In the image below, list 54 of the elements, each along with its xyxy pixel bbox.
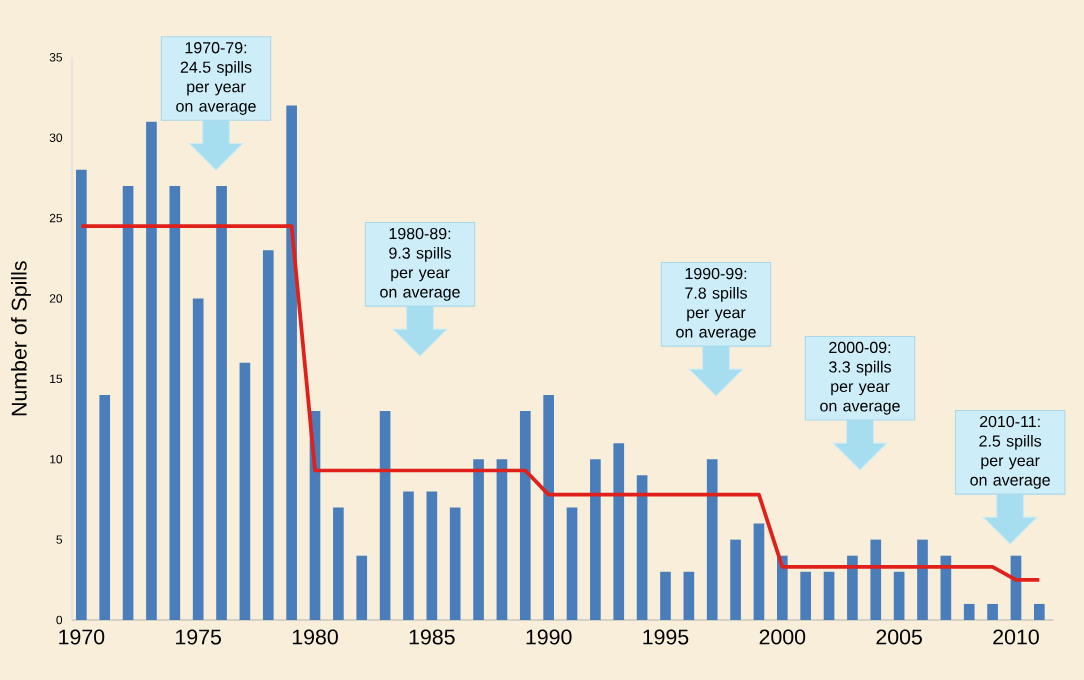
bar	[776, 555, 788, 620]
x-tick-label: 1980	[292, 629, 338, 645]
bar	[403, 491, 414, 620]
bar	[122, 185, 134, 620]
annotation: 2010-11: 2.5 spills per year on average	[970, 415, 1050, 489]
bar	[683, 571, 695, 620]
bar	[963, 603, 975, 620]
x-tick-label: 1985	[409, 629, 455, 645]
bar	[99, 394, 111, 620]
x-tick-label: 2005	[876, 629, 922, 645]
x-tick-label: 1990	[526, 629, 572, 645]
bar	[333, 507, 344, 620]
x-tick-label: 1995	[643, 629, 689, 645]
bar	[449, 507, 461, 620]
bar	[239, 362, 251, 620]
bar	[847, 555, 858, 620]
bar	[216, 185, 227, 620]
bar	[496, 459, 508, 620]
bar	[169, 185, 181, 620]
bar	[636, 475, 648, 620]
bar	[730, 539, 741, 620]
annotation: 1980-89: 9.3 spills per year on average	[380, 227, 460, 301]
x-tick-label: 1970	[59, 629, 105, 645]
bar	[76, 169, 87, 620]
bar	[753, 523, 765, 620]
x-tick-label: 1975	[176, 629, 221, 645]
bar	[823, 571, 835, 620]
bar	[590, 459, 601, 620]
bar	[426, 491, 438, 620]
bar	[543, 394, 554, 620]
bar	[1033, 603, 1045, 620]
bar	[613, 443, 625, 620]
bar	[262, 250, 274, 620]
bar	[893, 571, 905, 620]
bar	[379, 411, 391, 620]
bar	[917, 539, 928, 620]
y-axis-title: Number of Spills	[11, 261, 31, 416]
x-tick-label: 2010	[993, 629, 1039, 645]
bar	[473, 459, 484, 620]
bar	[192, 298, 204, 620]
annotation: 1970-79: 24.5 spills per year on average	[176, 42, 256, 115]
bar	[146, 121, 157, 620]
bar	[800, 571, 812, 620]
bar	[870, 539, 882, 620]
annotation: 1990-99: 7.8 spills per year on average	[676, 267, 756, 341]
x-tick-label: 2000	[759, 629, 806, 645]
bar	[987, 603, 998, 620]
annotation: 2000-09: 3.3 spills per year on average	[820, 341, 900, 415]
bar	[660, 571, 671, 620]
bar	[706, 459, 718, 620]
bar	[519, 411, 531, 620]
bar	[356, 555, 368, 620]
bar	[566, 507, 578, 620]
bar	[286, 105, 297, 620]
